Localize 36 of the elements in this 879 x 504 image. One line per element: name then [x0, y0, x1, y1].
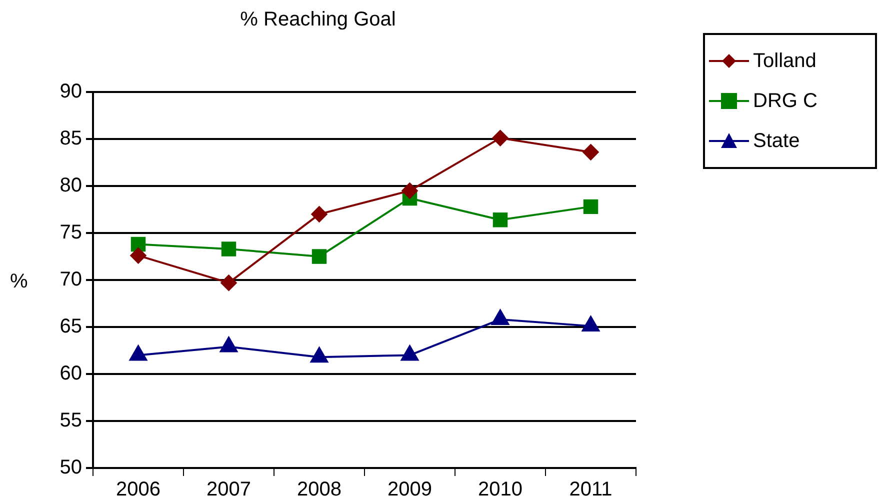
- point: [400, 345, 419, 361]
- y-tick-label: 80: [60, 174, 82, 197]
- legend-label: DRG C: [753, 90, 818, 112]
- point: [402, 182, 418, 199]
- legend-label: State: [753, 130, 800, 152]
- y-tick-label: 50: [60, 456, 82, 479]
- y-tick-label: 55: [60, 410, 82, 432]
- y-tick-label: 90: [60, 80, 82, 103]
- point: [491, 309, 510, 325]
- point: [582, 316, 600, 332]
- point: [129, 345, 148, 361]
- point: [492, 130, 508, 146]
- legend-label: Tolland: [753, 50, 816, 72]
- y-tick-label: 70: [60, 268, 82, 291]
- point: [220, 336, 238, 352]
- point: [310, 347, 328, 363]
- point: [311, 206, 328, 222]
- x-tick-label: 2006: [116, 478, 160, 501]
- point: [220, 274, 237, 291]
- point: [582, 144, 599, 160]
- x-tick-label: 2008: [297, 478, 342, 501]
- x-tick-label: 2007: [206, 478, 251, 501]
- point: [130, 248, 146, 264]
- point: [312, 249, 327, 264]
- point: [583, 199, 598, 214]
- y-tick-label: 85: [60, 128, 82, 150]
- x-tick-label: 2010: [478, 478, 522, 501]
- y-axis-title: %: [10, 270, 28, 293]
- x-tick-label: 2011: [569, 478, 612, 501]
- chart-title: % Reaching Goal: [240, 8, 396, 31]
- point: [492, 212, 508, 228]
- x-tick-label: 2009: [388, 478, 432, 501]
- y-tick-label: 75: [60, 222, 82, 244]
- point: [221, 242, 236, 256]
- y-tick-label: 60: [60, 362, 82, 385]
- y-tick-label: 65: [60, 316, 82, 338]
